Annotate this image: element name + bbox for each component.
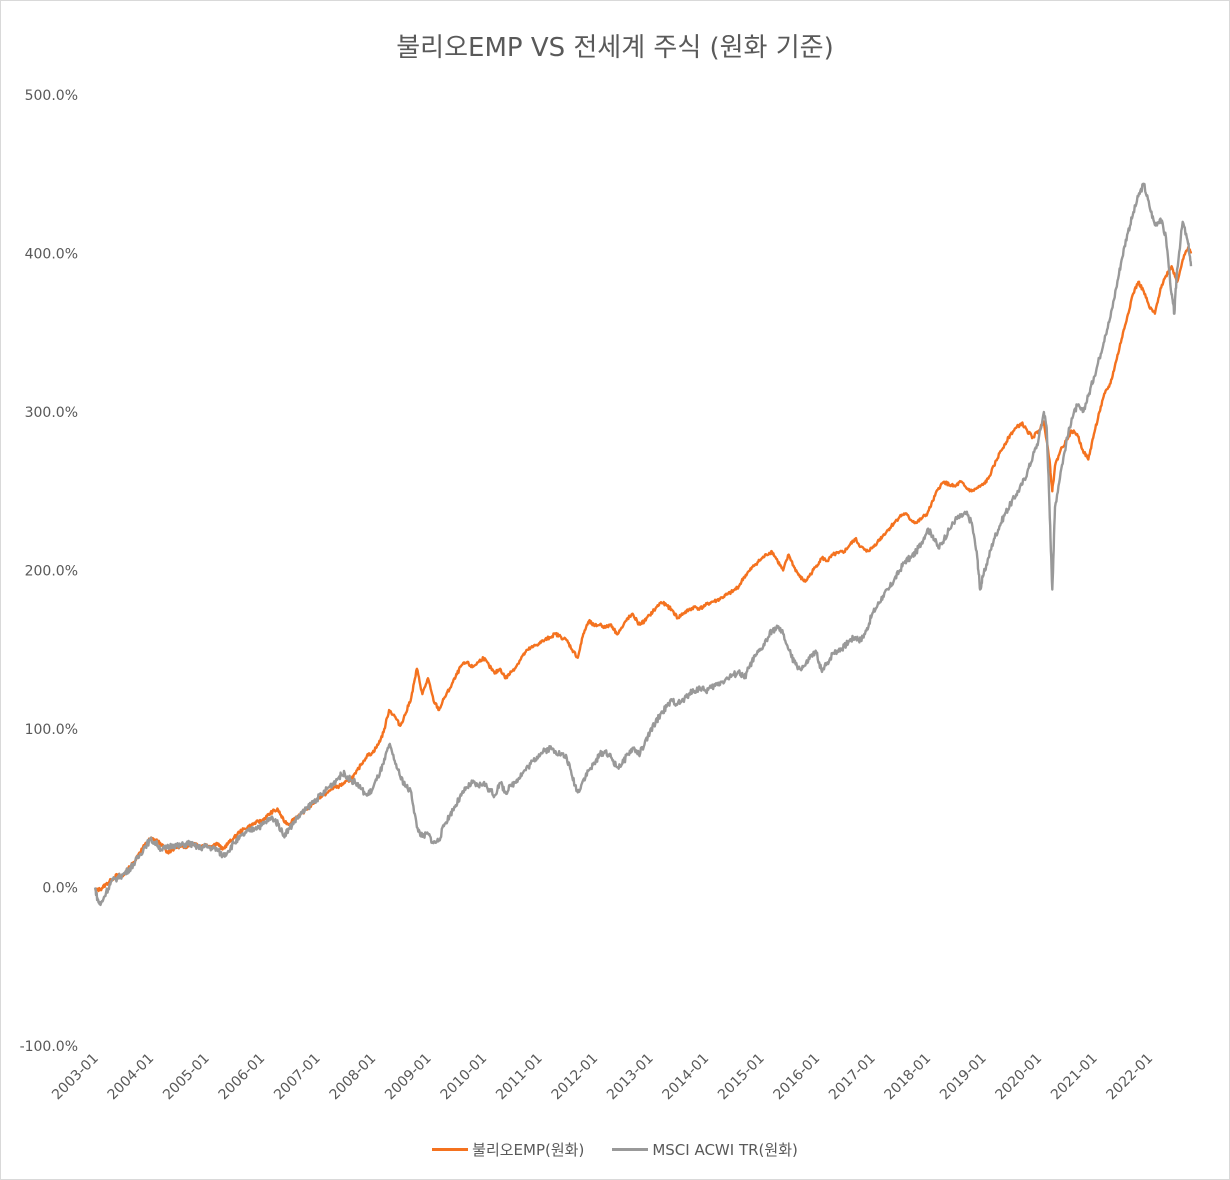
legend-label-emp: 불리오EMP(원화)	[472, 1141, 585, 1159]
x-tick-label: 2006-01	[216, 1051, 269, 1104]
y-tick-label: 100.0%	[25, 722, 78, 738]
x-axis-ticks: 2003-01 2004-01 2005-01 2006-01 2007-01 2008-…	[49, 1051, 1156, 1104]
x-tick-label: 2019-01	[937, 1051, 990, 1104]
x-tick-label: 2017-01	[826, 1051, 879, 1104]
legend-item-emp: 불리오EMP(원화)	[432, 1139, 584, 1160]
x-tick-label: 2004-01	[105, 1051, 158, 1104]
series-line-emp	[94, 245, 1193, 893]
x-tick-label: 2013-01	[604, 1051, 657, 1104]
y-tick-label: 400.0%	[25, 247, 78, 263]
chart-title: 불리오EMP VS 전세계 주식 (원화 기준)	[396, 33, 834, 63]
x-tick-label: 2014-01	[660, 1051, 713, 1104]
series-line-msci	[93, 182, 1193, 907]
y-tick-label: 0.0%	[42, 881, 78, 897]
y-tick-label: -100.0%	[20, 1039, 78, 1055]
legend: 불리오EMP(원화) MSCI ACWI TR(원화)	[1, 1139, 1229, 1160]
x-tick-label: 2018-01	[882, 1051, 935, 1104]
legend-label-msci: MSCI ACWI TR(원화)	[652, 1141, 798, 1159]
y-tick-label: 200.0%	[25, 564, 78, 580]
x-tick-label: 2021-01	[1048, 1051, 1101, 1104]
y-tick-label: 300.0%	[25, 405, 78, 421]
y-axis-ticks: -100.0% 0.0% 100.0% 200.0% 300.0% 400.0% 500.0…	[20, 88, 78, 1055]
x-tick-label: 2016-01	[771, 1051, 824, 1104]
x-tick-label: 2007-01	[271, 1051, 324, 1104]
x-tick-label: 2005-01	[160, 1051, 213, 1104]
legend-swatch-emp	[432, 1148, 469, 1151]
x-tick-label: 2008-01	[327, 1051, 380, 1104]
x-tick-label: 2020-01	[993, 1051, 1046, 1104]
x-tick-label: 2015-01	[715, 1051, 768, 1104]
legend-swatch-msci	[612, 1148, 649, 1151]
x-tick-label: 2012-01	[549, 1051, 602, 1104]
x-tick-label: 2011-01	[493, 1051, 546, 1104]
series-lines	[93, 182, 1193, 907]
legend-item-msci: MSCI ACWI TR(원화)	[612, 1139, 798, 1160]
x-tick-label: 2003-01	[49, 1051, 102, 1104]
x-tick-label: 2022-01	[1104, 1051, 1157, 1104]
y-tick-label: 500.0%	[25, 88, 78, 104]
x-tick-label: 2010-01	[438, 1051, 491, 1104]
x-tick-label: 2009-01	[382, 1051, 435, 1104]
